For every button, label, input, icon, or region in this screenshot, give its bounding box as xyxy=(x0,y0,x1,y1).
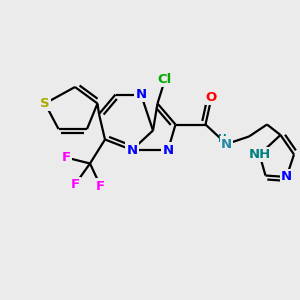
Text: N: N xyxy=(126,143,138,157)
Text: F: F xyxy=(61,151,70,164)
Text: N: N xyxy=(135,88,147,101)
Text: F: F xyxy=(96,179,105,193)
Text: N: N xyxy=(281,170,292,184)
Text: Cl: Cl xyxy=(158,73,172,86)
Text: O: O xyxy=(206,91,217,104)
Text: N: N xyxy=(162,143,174,157)
Text: F: F xyxy=(70,178,80,191)
Text: H: H xyxy=(218,134,226,144)
Text: N: N xyxy=(221,137,232,151)
Text: NH: NH xyxy=(248,148,271,161)
Text: S: S xyxy=(40,97,50,110)
